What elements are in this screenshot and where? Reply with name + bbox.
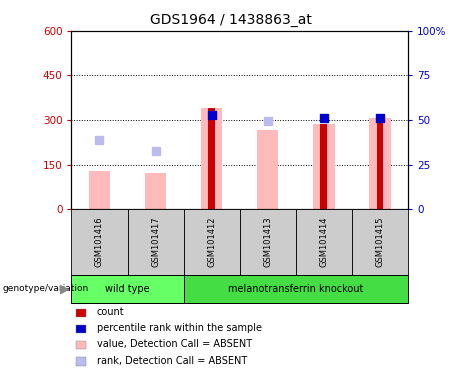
Text: genotype/variation: genotype/variation <box>2 285 89 293</box>
Bar <box>257 129 278 209</box>
Text: ▶: ▶ <box>60 283 69 295</box>
Text: rank, Detection Call = ABSENT: rank, Detection Call = ABSENT <box>97 356 247 366</box>
Text: wild type: wild type <box>105 284 150 294</box>
Text: value, Detection Call = ABSENT: value, Detection Call = ABSENT <box>97 339 252 349</box>
Bar <box>208 108 215 209</box>
Point <box>376 114 384 121</box>
Bar <box>145 173 166 209</box>
Text: GSM101417: GSM101417 <box>151 217 160 267</box>
Text: melanotransferrin knockout: melanotransferrin knockout <box>228 284 363 294</box>
Point <box>152 147 160 154</box>
Point <box>208 112 215 118</box>
Text: GSM101415: GSM101415 <box>375 217 384 267</box>
Point <box>320 114 327 121</box>
Bar <box>320 124 327 209</box>
Text: GSM101413: GSM101413 <box>263 217 272 267</box>
Bar <box>377 118 383 209</box>
Bar <box>201 108 222 209</box>
Bar <box>89 171 110 209</box>
Text: GSM101412: GSM101412 <box>207 217 216 267</box>
Bar <box>313 124 335 209</box>
Bar <box>369 118 390 209</box>
Text: percentile rank within the sample: percentile rank within the sample <box>97 323 262 333</box>
Text: GSM101416: GSM101416 <box>95 217 104 267</box>
Text: GDS1964 / 1438863_at: GDS1964 / 1438863_at <box>149 13 312 27</box>
Text: count: count <box>97 307 124 317</box>
Point <box>96 137 103 143</box>
Point <box>264 118 272 124</box>
Text: GSM101414: GSM101414 <box>319 217 328 267</box>
